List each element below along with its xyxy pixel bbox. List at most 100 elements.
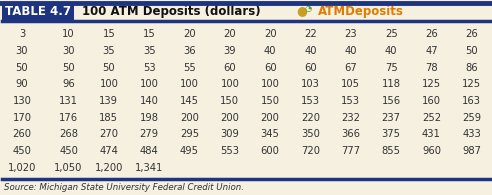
Text: 156: 156 bbox=[382, 96, 400, 106]
Text: 153: 153 bbox=[301, 96, 320, 106]
Text: 100: 100 bbox=[140, 79, 158, 89]
Text: 100 ATM Deposits (dollars): 100 ATM Deposits (dollars) bbox=[82, 5, 261, 18]
Text: 1,200: 1,200 bbox=[94, 163, 123, 173]
Text: 35: 35 bbox=[143, 46, 155, 56]
Text: 140: 140 bbox=[140, 96, 158, 106]
Text: 145: 145 bbox=[180, 96, 199, 106]
Text: 20: 20 bbox=[264, 29, 277, 39]
Text: 100: 100 bbox=[180, 79, 199, 89]
Text: 96: 96 bbox=[62, 79, 75, 89]
Text: 86: 86 bbox=[465, 63, 478, 73]
Text: 176: 176 bbox=[59, 113, 78, 123]
Text: 160: 160 bbox=[422, 96, 441, 106]
Text: 60: 60 bbox=[223, 63, 236, 73]
Text: ◔: ◔ bbox=[305, 4, 311, 13]
Text: ATMDeposits: ATMDeposits bbox=[318, 5, 404, 18]
Text: 295: 295 bbox=[180, 129, 199, 139]
Text: 60: 60 bbox=[264, 63, 277, 73]
Text: 139: 139 bbox=[99, 96, 119, 106]
Text: 1,341: 1,341 bbox=[135, 163, 163, 173]
Text: 40: 40 bbox=[264, 46, 277, 56]
Text: 15: 15 bbox=[143, 29, 155, 39]
Text: 237: 237 bbox=[382, 113, 400, 123]
Text: 78: 78 bbox=[425, 63, 438, 73]
Text: 553: 553 bbox=[220, 146, 239, 156]
Text: 40: 40 bbox=[304, 46, 317, 56]
Text: 170: 170 bbox=[12, 113, 31, 123]
Text: 260: 260 bbox=[12, 129, 31, 139]
Text: 60: 60 bbox=[304, 63, 317, 73]
Text: 100: 100 bbox=[261, 79, 279, 89]
Text: 130: 130 bbox=[13, 96, 31, 106]
Text: 20: 20 bbox=[223, 29, 236, 39]
Text: ●: ● bbox=[297, 4, 308, 17]
Text: 22: 22 bbox=[304, 29, 317, 39]
Text: 375: 375 bbox=[382, 129, 400, 139]
Text: 279: 279 bbox=[140, 129, 159, 139]
Text: 26: 26 bbox=[425, 29, 438, 39]
Text: 15: 15 bbox=[102, 29, 115, 39]
Text: 75: 75 bbox=[385, 63, 398, 73]
Text: 39: 39 bbox=[223, 46, 236, 56]
Text: 431: 431 bbox=[422, 129, 441, 139]
Text: 30: 30 bbox=[16, 46, 28, 56]
Text: 35: 35 bbox=[102, 46, 115, 56]
Text: 777: 777 bbox=[341, 146, 361, 156]
Text: 960: 960 bbox=[422, 146, 441, 156]
Text: 47: 47 bbox=[425, 46, 438, 56]
Text: 36: 36 bbox=[183, 46, 196, 56]
Text: 153: 153 bbox=[341, 96, 360, 106]
Text: 200: 200 bbox=[180, 113, 199, 123]
Text: 50: 50 bbox=[102, 63, 115, 73]
Text: 53: 53 bbox=[143, 63, 155, 73]
Text: 40: 40 bbox=[344, 46, 357, 56]
Text: 987: 987 bbox=[462, 146, 481, 156]
Text: 855: 855 bbox=[382, 146, 400, 156]
Text: 125: 125 bbox=[462, 79, 481, 89]
Text: 163: 163 bbox=[462, 96, 481, 106]
Text: 26: 26 bbox=[465, 29, 478, 39]
Text: 150: 150 bbox=[220, 96, 239, 106]
Text: 30: 30 bbox=[62, 46, 75, 56]
Text: 90: 90 bbox=[16, 79, 29, 89]
Text: 185: 185 bbox=[99, 113, 119, 123]
Text: 10: 10 bbox=[62, 29, 75, 39]
Text: 720: 720 bbox=[301, 146, 320, 156]
Text: 345: 345 bbox=[261, 129, 279, 139]
Text: 50: 50 bbox=[62, 63, 75, 73]
Text: 200: 200 bbox=[220, 113, 239, 123]
Text: TABLE 4.7: TABLE 4.7 bbox=[5, 5, 71, 18]
Text: 118: 118 bbox=[382, 79, 400, 89]
Text: 125: 125 bbox=[422, 79, 441, 89]
Text: 150: 150 bbox=[261, 96, 279, 106]
Text: 55: 55 bbox=[183, 63, 196, 73]
Text: 433: 433 bbox=[462, 129, 481, 139]
Text: 270: 270 bbox=[99, 129, 119, 139]
Text: 25: 25 bbox=[385, 29, 398, 39]
Text: 268: 268 bbox=[59, 129, 78, 139]
Text: 450: 450 bbox=[13, 146, 31, 156]
Text: 1,020: 1,020 bbox=[8, 163, 36, 173]
Text: 474: 474 bbox=[99, 146, 118, 156]
Text: 50: 50 bbox=[16, 63, 29, 73]
Text: 50: 50 bbox=[465, 46, 478, 56]
Text: 366: 366 bbox=[341, 129, 360, 139]
Text: 198: 198 bbox=[140, 113, 158, 123]
Text: Source: Michigan State University Federal Credit Union.: Source: Michigan State University Federa… bbox=[4, 183, 244, 191]
Text: 100: 100 bbox=[220, 79, 239, 89]
Text: 309: 309 bbox=[220, 129, 239, 139]
Text: 40: 40 bbox=[385, 46, 398, 56]
Bar bbox=[2, 3, 74, 20]
Text: 350: 350 bbox=[301, 129, 320, 139]
Text: 3: 3 bbox=[19, 29, 25, 39]
Text: 103: 103 bbox=[301, 79, 320, 89]
Text: 131: 131 bbox=[59, 96, 78, 106]
Text: 200: 200 bbox=[261, 113, 279, 123]
Text: 20: 20 bbox=[183, 29, 196, 39]
Text: 100: 100 bbox=[99, 79, 118, 89]
Text: 23: 23 bbox=[344, 29, 357, 39]
Text: 67: 67 bbox=[344, 63, 357, 73]
Text: 232: 232 bbox=[341, 113, 360, 123]
Text: 495: 495 bbox=[180, 146, 199, 156]
Text: 484: 484 bbox=[140, 146, 158, 156]
